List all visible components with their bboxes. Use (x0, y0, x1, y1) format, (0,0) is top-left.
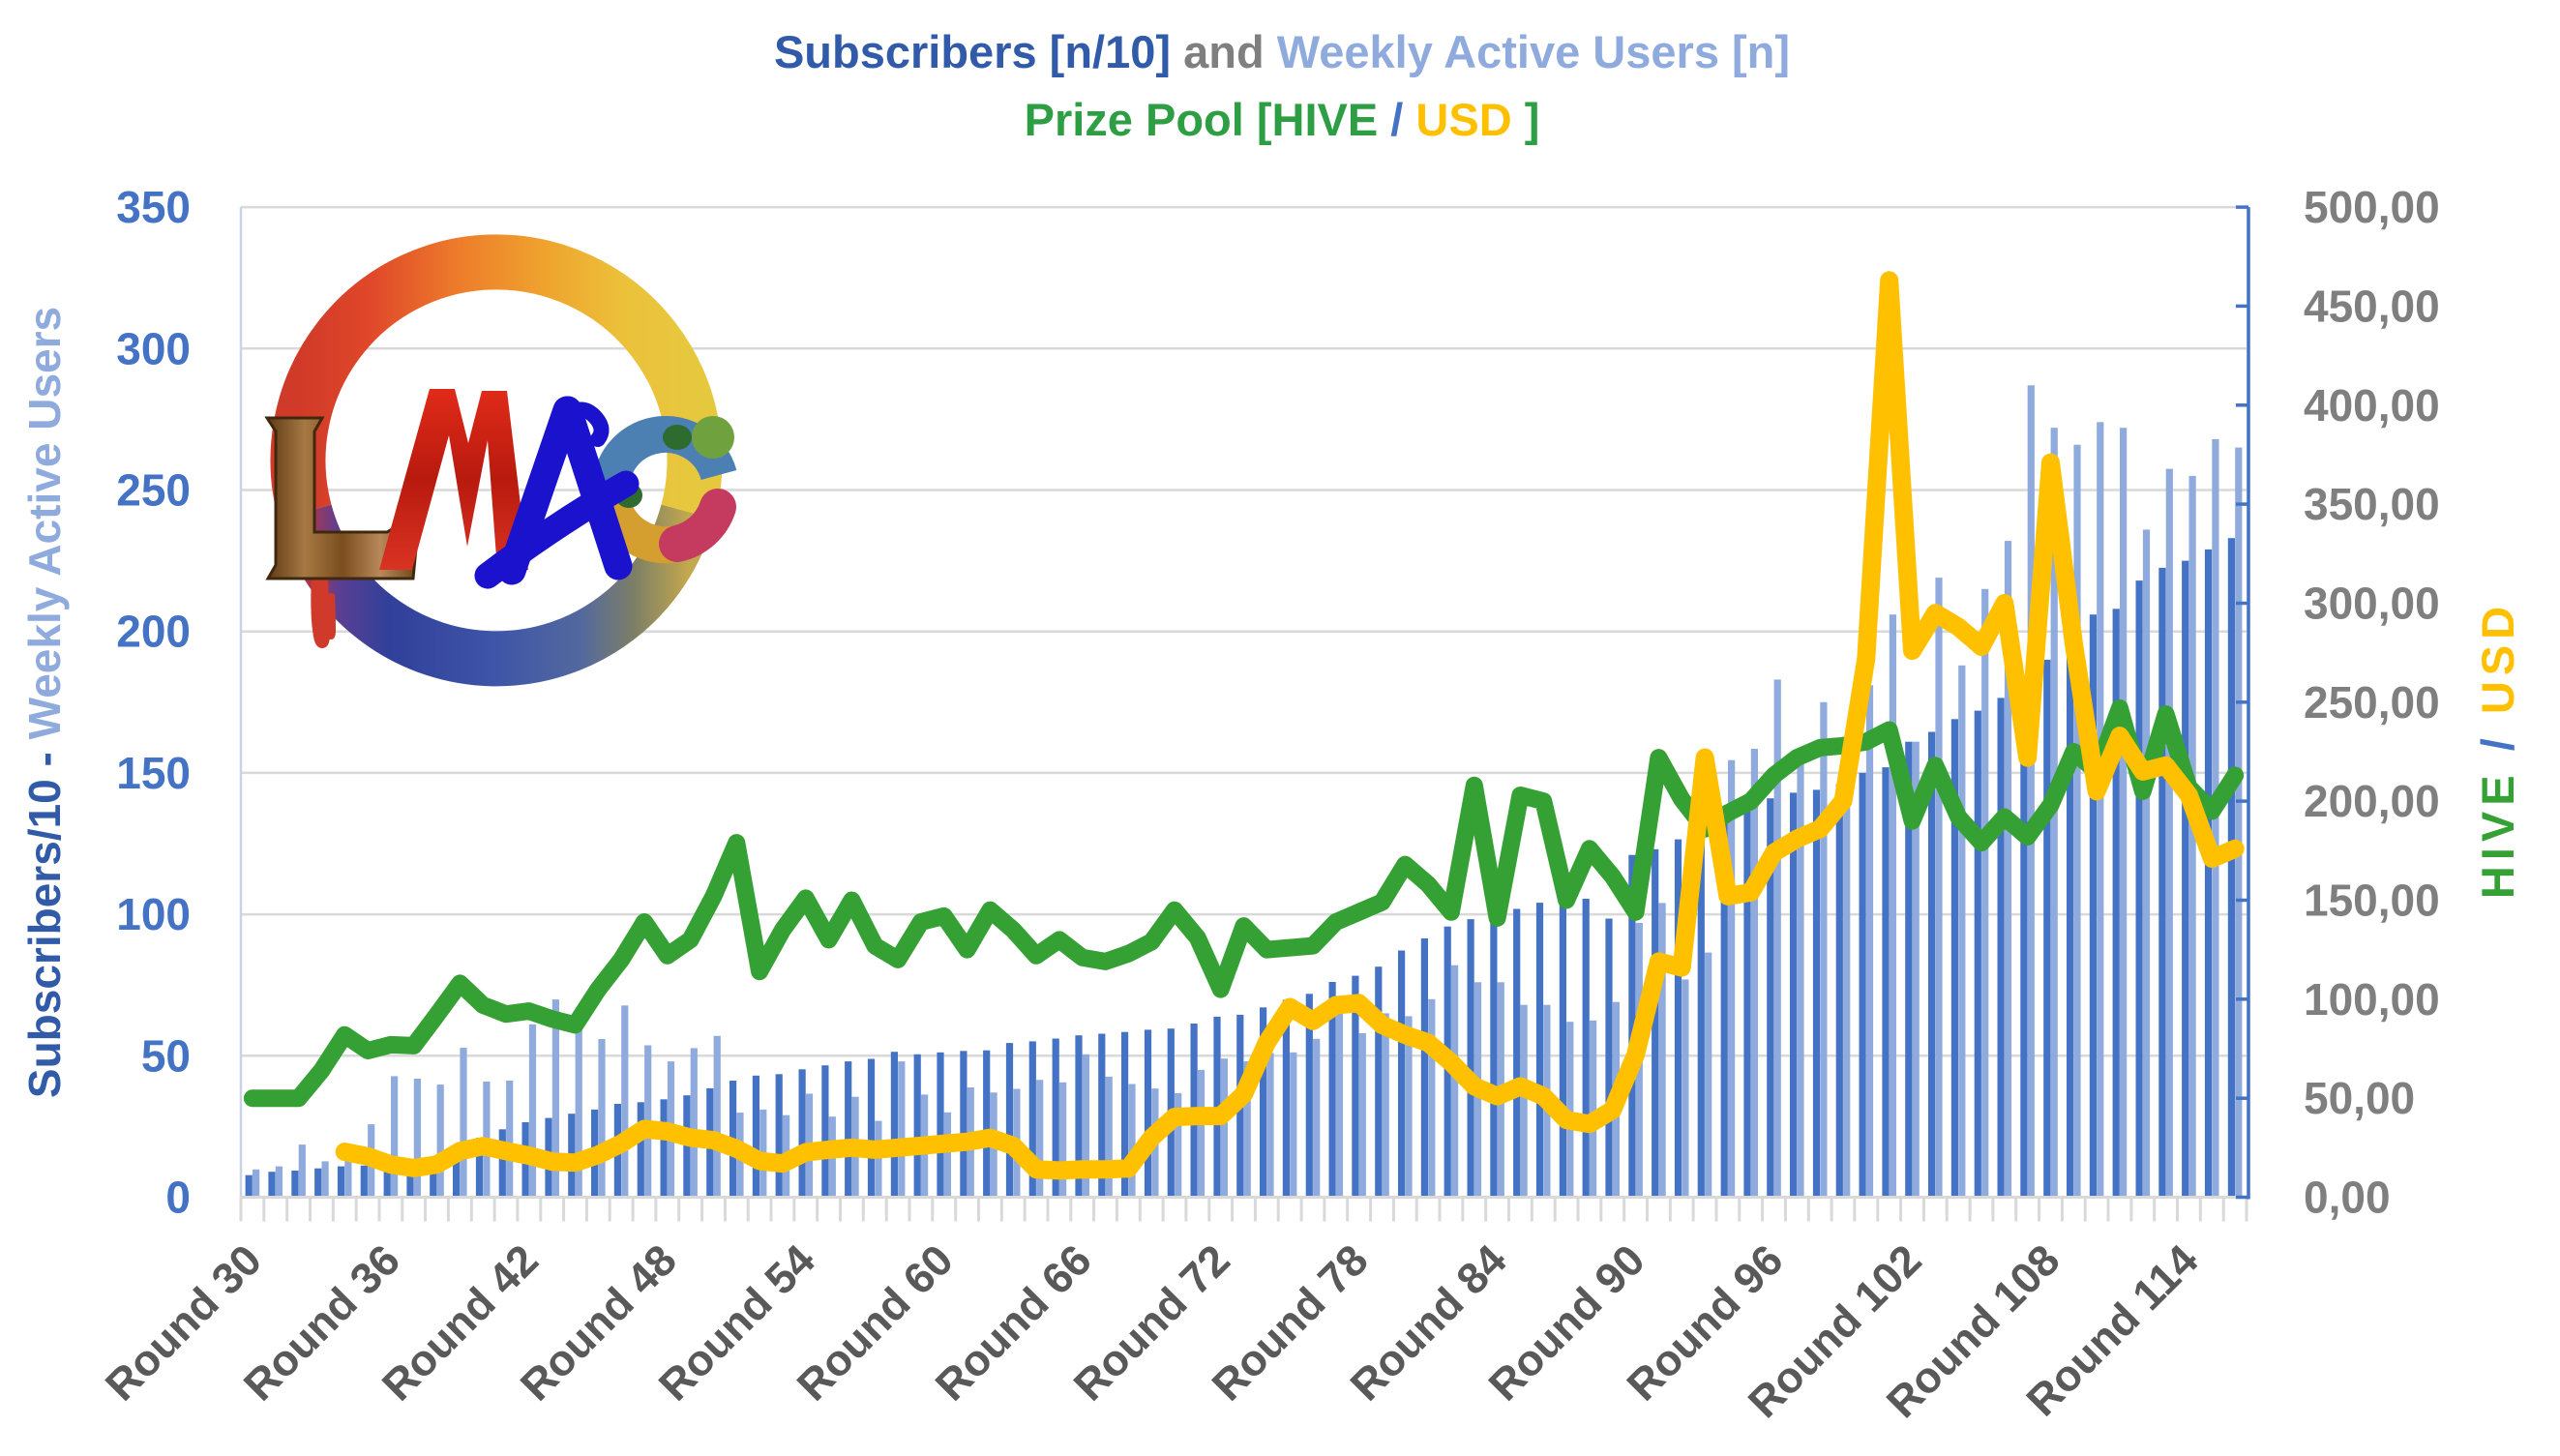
svg-text:100: 100 (116, 889, 191, 939)
svg-text:0: 0 (165, 1173, 191, 1223)
svg-text:150,00: 150,00 (2304, 876, 2440, 926)
svg-text:50,00: 50,00 (2304, 1073, 2415, 1123)
svg-text:450,00: 450,00 (2304, 281, 2440, 331)
svg-text:50: 50 (141, 1030, 191, 1081)
svg-text:Prize Pool [HIVE / USD ]: Prize Pool [HIVE / USD ] (1025, 94, 1540, 145)
svg-text:150: 150 (116, 748, 191, 798)
svg-text:300: 300 (116, 323, 191, 373)
svg-text:300,00: 300,00 (2304, 579, 2440, 629)
svg-text:350,00: 350,00 (2304, 479, 2440, 529)
svg-text:350: 350 (116, 182, 191, 232)
svg-text:200,00: 200,00 (2304, 776, 2440, 826)
svg-text:100,00: 100,00 (2304, 974, 2440, 1025)
svg-text:500,00: 500,00 (2304, 182, 2440, 232)
svg-text:250: 250 (116, 465, 191, 516)
svg-text:200: 200 (116, 607, 191, 657)
svg-text:0,00: 0,00 (2304, 1173, 2391, 1223)
svg-text:HIVE / USD: HIVE / USD (2472, 601, 2523, 899)
svg-text:Subscribers [n/10] and Weekly: Subscribers [n/10] and Weekly Active Use… (774, 26, 1790, 77)
svg-text:Subscribers/10 - Weekly Active: Subscribers/10 - Weekly Active Users (19, 307, 70, 1098)
svg-text:250,00: 250,00 (2304, 677, 2440, 728)
svg-text:400,00: 400,00 (2304, 380, 2440, 431)
